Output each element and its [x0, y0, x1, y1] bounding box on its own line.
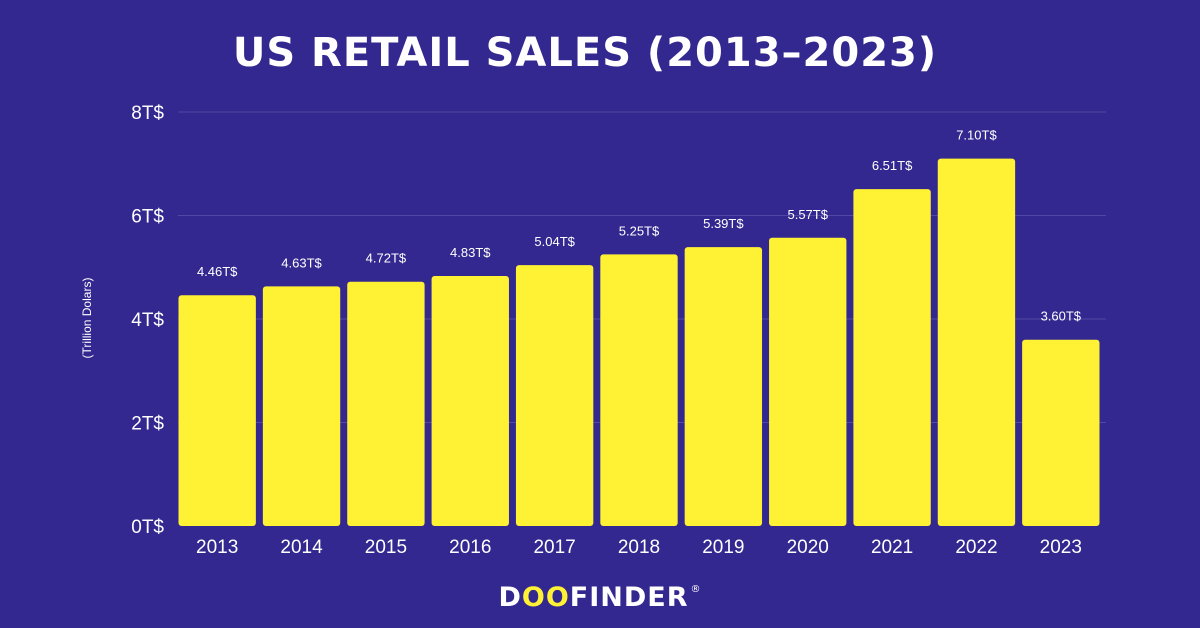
y-tick-label: 0T$ — [131, 517, 164, 538]
x-tick-label: 2013 — [196, 537, 238, 558]
x-tick-label: 2023 — [1040, 537, 1082, 558]
x-tick-label: 2016 — [449, 537, 491, 558]
data-label: 4.83T$ — [450, 245, 491, 260]
bar — [853, 189, 931, 527]
chart-title: US RETAIL SALES (2013–2023) — [232, 30, 938, 76]
bar — [937, 158, 1016, 526]
data-label: 5.25T$ — [619, 223, 660, 238]
x-tick-label: 2015 — [365, 537, 407, 558]
x-tick-label: 2022 — [955, 537, 997, 558]
data-label: 4.63T$ — [281, 255, 322, 270]
x-tick-label: 2018 — [618, 537, 660, 558]
bar — [684, 247, 763, 526]
data-label: 5.04T$ — [534, 234, 575, 249]
y-tick-label: 6T$ — [131, 207, 164, 228]
x-tick-label: 2017 — [533, 537, 575, 558]
doofinder-logo: DOOFINDER ® — [0, 582, 1200, 613]
logo-oo: OO — [521, 582, 570, 613]
x-tick-label: 2019 — [702, 537, 744, 558]
y-tick-label: 8T$ — [131, 103, 164, 124]
bar — [769, 237, 847, 526]
data-label: 3.60T$ — [1041, 309, 1082, 324]
bar — [515, 265, 594, 526]
y-tick-label: 4T$ — [131, 310, 164, 331]
bar — [600, 254, 678, 526]
data-label: 5.39T$ — [703, 216, 744, 231]
x-tick-label: 2020 — [787, 537, 829, 558]
bar — [431, 276, 509, 526]
logo-d: D — [498, 582, 522, 613]
x-tick-label: 2014 — [280, 537, 323, 558]
registered-mark: ® — [690, 584, 702, 595]
data-label: 6.51T$ — [872, 158, 913, 173]
logo-finder: FINDER — [569, 582, 689, 613]
y-tick-label: 2T$ — [131, 414, 164, 435]
data-label: 5.57T$ — [787, 207, 828, 222]
bar — [178, 295, 256, 526]
data-label: 4.46T$ — [197, 264, 238, 279]
bar — [1022, 339, 1100, 526]
y-axis-label: (Trillion Dolars) — [80, 278, 94, 359]
data-label: 7.10T$ — [956, 128, 997, 143]
bar — [347, 281, 425, 526]
x-tick-label: 2021 — [871, 537, 913, 558]
data-label: 4.72T$ — [366, 251, 407, 266]
bar — [262, 286, 341, 526]
